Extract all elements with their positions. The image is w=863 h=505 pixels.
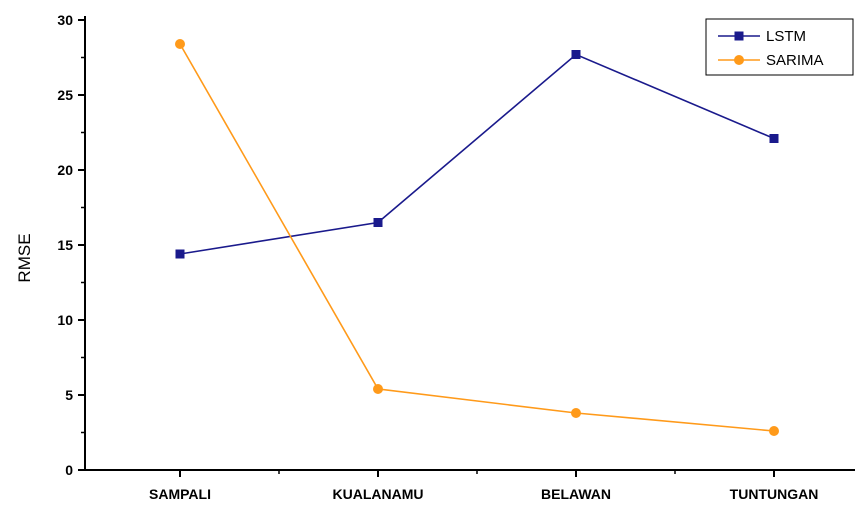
- data-point-lstm: [373, 218, 383, 227]
- data-point-sarima: [373, 384, 383, 394]
- data-point-sarima: [175, 39, 185, 49]
- x-axis: SAMPALI KUALANAMU BELAWAN TUNTUNGAN: [85, 469, 855, 502]
- x-tick-label: BELAWAN: [541, 486, 611, 502]
- data-point-lstm: [769, 134, 779, 143]
- y-axis: 0 5 10 15 20 25 30: [57, 12, 86, 478]
- legend-marker-lstm: [734, 31, 744, 41]
- y-tick-label: 10: [57, 312, 73, 328]
- x-tick-label: KUALANAMU: [333, 486, 424, 502]
- y-tick-label: 30: [57, 12, 73, 28]
- data-point-lstm: [175, 249, 185, 259]
- data-point-lstm: [571, 50, 581, 59]
- legend-label-sarima: SARIMA: [766, 52, 824, 69]
- data-point-sarima: [769, 426, 779, 436]
- series-line-sarima: [179, 43, 775, 432]
- legend-label-lstm: LSTM: [766, 28, 806, 45]
- y-tick-label: 0: [65, 462, 73, 478]
- series-line-lstm: [179, 53, 775, 255]
- x-tick-label: TUNTUNGAN: [730, 486, 819, 502]
- y-tick-label: 15: [57, 237, 73, 253]
- series-group: [175, 39, 779, 436]
- legend: LSTM SARIMA: [705, 18, 854, 76]
- y-axis-title: RMSE: [15, 233, 34, 282]
- data-point-sarima: [571, 408, 581, 418]
- y-tick-label: 5: [65, 387, 73, 403]
- x-tick-label: SAMPALI: [149, 486, 211, 502]
- y-tick-label: 25: [57, 87, 73, 103]
- legend-box: [705, 18, 854, 76]
- legend-marker-sarima: [734, 55, 744, 65]
- y-tick-label: 20: [57, 162, 73, 178]
